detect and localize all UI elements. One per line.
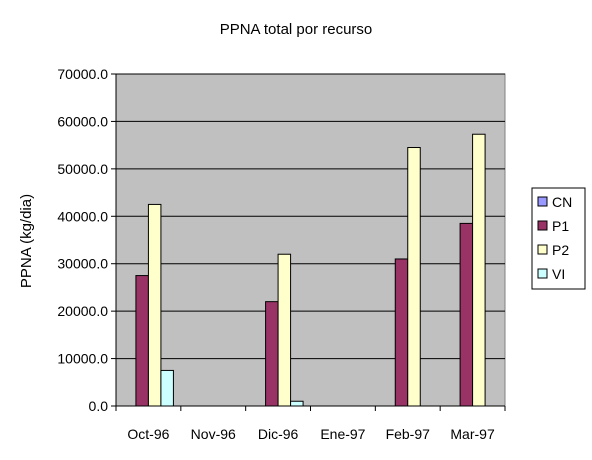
- x-tick-label: Dic-96: [258, 426, 299, 442]
- bar-p1-dic-96: [265, 301, 279, 407]
- bar-p2-oct-96: [147, 203, 162, 407]
- bar-vi-oct-96: [160, 369, 174, 407]
- y-tick-label: 70000.0: [57, 66, 108, 82]
- bar-p2-mar-97: [472, 133, 486, 407]
- plot-background: [115, 73, 506, 407]
- y-tick-label: 50000.0: [57, 161, 108, 177]
- legend: CN P1 P2 VI: [531, 187, 586, 290]
- y-tick-label: 60000.0: [57, 113, 108, 129]
- legend-label-cn: CN: [552, 194, 572, 210]
- legend-label-vi: VI: [552, 266, 565, 282]
- legend-label-p1: P1: [552, 218, 569, 234]
- legend-swatch-p1: [537, 220, 548, 231]
- y-tick-label: 20000.0: [57, 303, 108, 319]
- legend-swatch-vi: [537, 268, 548, 279]
- bar-vi-dic-96: [290, 400, 304, 407]
- x-tick-label: Oct-96: [127, 426, 169, 442]
- bar-p2-feb-97: [407, 147, 421, 407]
- chart-title: PPNA total por recurso: [220, 21, 373, 38]
- y-axis-label: PPNA (kg/dia): [18, 194, 35, 288]
- y-tick-label: 10000.0: [57, 351, 108, 367]
- legend-label-p2: P2: [552, 242, 569, 258]
- x-tick-label: Feb-97: [386, 426, 431, 442]
- bar-p2-dic-96: [277, 253, 292, 407]
- plot-area: 0.0 10000.0 20000.0 30000.0 40000.0 50000.0 60…: [57, 66, 506, 442]
- y-tick-label: 40000.0: [57, 208, 108, 224]
- x-tick-label: Nov-96: [191, 426, 236, 442]
- y-tick-label: 0.0: [89, 398, 109, 414]
- x-tick-label: Mar-97: [450, 426, 495, 442]
- bar-p1-feb-97: [394, 258, 409, 407]
- y-tick-label: 30000.0: [57, 256, 108, 272]
- bar-p1-oct-96: [135, 275, 149, 407]
- legend-swatch-cn: [537, 196, 548, 207]
- x-tick-label: Ene-97: [320, 426, 365, 442]
- bar-p1-mar-97: [459, 222, 474, 407]
- legend-swatch-p2: [537, 244, 548, 255]
